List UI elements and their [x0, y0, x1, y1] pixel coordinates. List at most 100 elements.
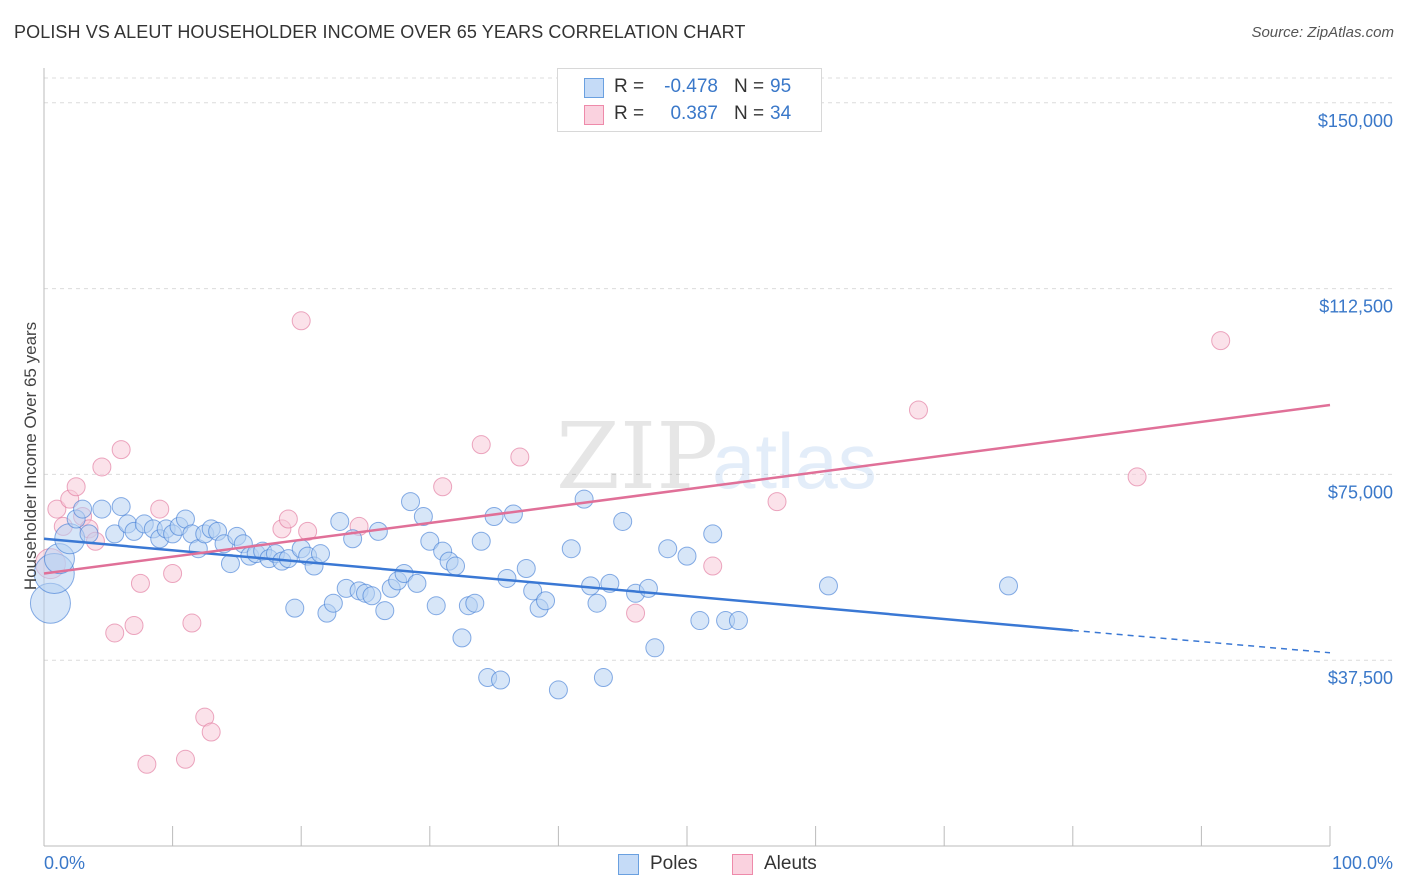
aleuts-point	[433, 477, 453, 497]
poles-point	[561, 539, 581, 559]
poles-trend-extension	[1072, 629, 1331, 654]
poles-point	[536, 591, 556, 611]
y-tick-label: $37,500	[1328, 668, 1393, 688]
n-label: N =	[734, 76, 765, 97]
poles-points	[29, 489, 1018, 700]
aleuts-point	[626, 603, 646, 623]
poles-point	[105, 524, 125, 544]
poles-point	[516, 559, 536, 579]
poles-point	[426, 596, 446, 616]
aleuts-point	[510, 447, 530, 467]
aleuts-point	[150, 499, 170, 519]
y-tick-label: $75,000	[1328, 482, 1393, 502]
poles-point	[728, 611, 748, 631]
series-legend: Poles Aleuts	[0, 852, 1406, 878]
aleuts-point	[163, 563, 183, 583]
poles-point	[220, 554, 240, 574]
axes	[43, 68, 1331, 847]
r-label: R =	[614, 103, 645, 124]
aleuts-point	[111, 440, 131, 460]
poles-point	[446, 556, 466, 576]
poles-point	[491, 670, 511, 690]
y-tick-label: $150,000	[1318, 111, 1393, 131]
poles-point	[394, 563, 414, 583]
aleuts-point	[298, 521, 318, 541]
x-tick-label: 100.0%	[1332, 853, 1393, 873]
aleuts-point	[703, 556, 723, 576]
watermark: ZIP atlas	[556, 403, 877, 510]
chart-title: POLISH VS ALEUT HOUSEHOLDER INCOME OVER …	[14, 22, 746, 42]
poles-point	[401, 492, 421, 512]
correlation-legend: R = -0.478 N = 95 R = 0.387 N = 34	[557, 68, 822, 132]
poles-point	[79, 524, 99, 544]
poles-point	[92, 499, 112, 519]
aleuts-point	[124, 616, 144, 636]
y-tick-label: $112,500	[1319, 297, 1393, 317]
y-tick-labels: $37,500 $75,000 $112,500 $150,000	[1318, 111, 1393, 688]
poles-swatch	[618, 854, 639, 875]
legend-label-poles: Poles	[650, 853, 698, 874]
poles-point	[593, 668, 613, 688]
poles-point	[111, 497, 131, 517]
legend-row-aleuts: R = 0.387 N = 34	[558, 101, 821, 127]
poles-point	[310, 544, 330, 564]
aleuts-trend-line	[43, 403, 1331, 575]
aleuts-point	[137, 754, 157, 774]
aleuts-point	[767, 492, 787, 512]
poles-point	[690, 611, 710, 631]
n-value: 34	[770, 103, 792, 124]
poles-point	[54, 523, 86, 555]
r-value: -0.478	[664, 76, 718, 97]
poles-point	[471, 531, 491, 551]
aleuts-point	[1211, 331, 1231, 351]
aleuts-swatch	[732, 854, 753, 875]
aleuts-point	[130, 573, 150, 593]
poles-point	[613, 511, 633, 531]
poles-point	[375, 601, 395, 621]
x-tick-label: 0.0%	[44, 853, 85, 873]
poles-trend-line	[43, 537, 1073, 632]
poles-point	[574, 489, 594, 509]
aleuts-point	[66, 477, 86, 497]
poles-point	[818, 576, 838, 596]
poles-point	[548, 680, 568, 700]
poles-swatch	[584, 78, 604, 98]
poles-point	[285, 598, 305, 618]
poles-point	[465, 593, 485, 613]
trend-lines	[43, 403, 1331, 654]
aleuts-point	[175, 749, 195, 769]
poles-point	[420, 531, 440, 551]
aleuts-point	[92, 457, 112, 477]
aleuts-point	[471, 435, 491, 455]
poles-point	[330, 511, 350, 531]
poles-point	[587, 593, 607, 613]
aleuts-point	[201, 722, 221, 742]
n-label: N =	[734, 103, 765, 124]
poles-point	[703, 524, 723, 544]
poles-point	[999, 576, 1018, 596]
aleuts-point	[105, 623, 125, 643]
poles-point	[658, 539, 678, 559]
poles-point	[73, 499, 93, 519]
aleuts-points	[34, 311, 1231, 774]
poles-point	[362, 586, 382, 606]
legend-label-aleuts: Aleuts	[764, 853, 817, 874]
poles-point	[323, 593, 343, 613]
aleuts-point	[182, 613, 202, 633]
aleuts-point	[47, 499, 67, 519]
poles-point	[645, 638, 665, 658]
poles-point	[452, 628, 472, 648]
aleuts-point	[291, 311, 311, 331]
poles-point	[407, 573, 427, 593]
poles-point	[638, 578, 658, 598]
grid-lines	[44, 77, 1395, 661]
aleuts-point	[1127, 467, 1147, 487]
aleuts-point	[908, 400, 928, 420]
n-value: 95	[770, 76, 792, 97]
x-tick-labels: 0.0% 100.0%	[44, 853, 1393, 873]
poles-point	[413, 507, 433, 527]
y-axis-title: Householder Income Over 65 years	[21, 322, 40, 590]
poles-point	[677, 546, 697, 566]
source-label: Source: ZipAtlas.com	[1251, 24, 1394, 41]
